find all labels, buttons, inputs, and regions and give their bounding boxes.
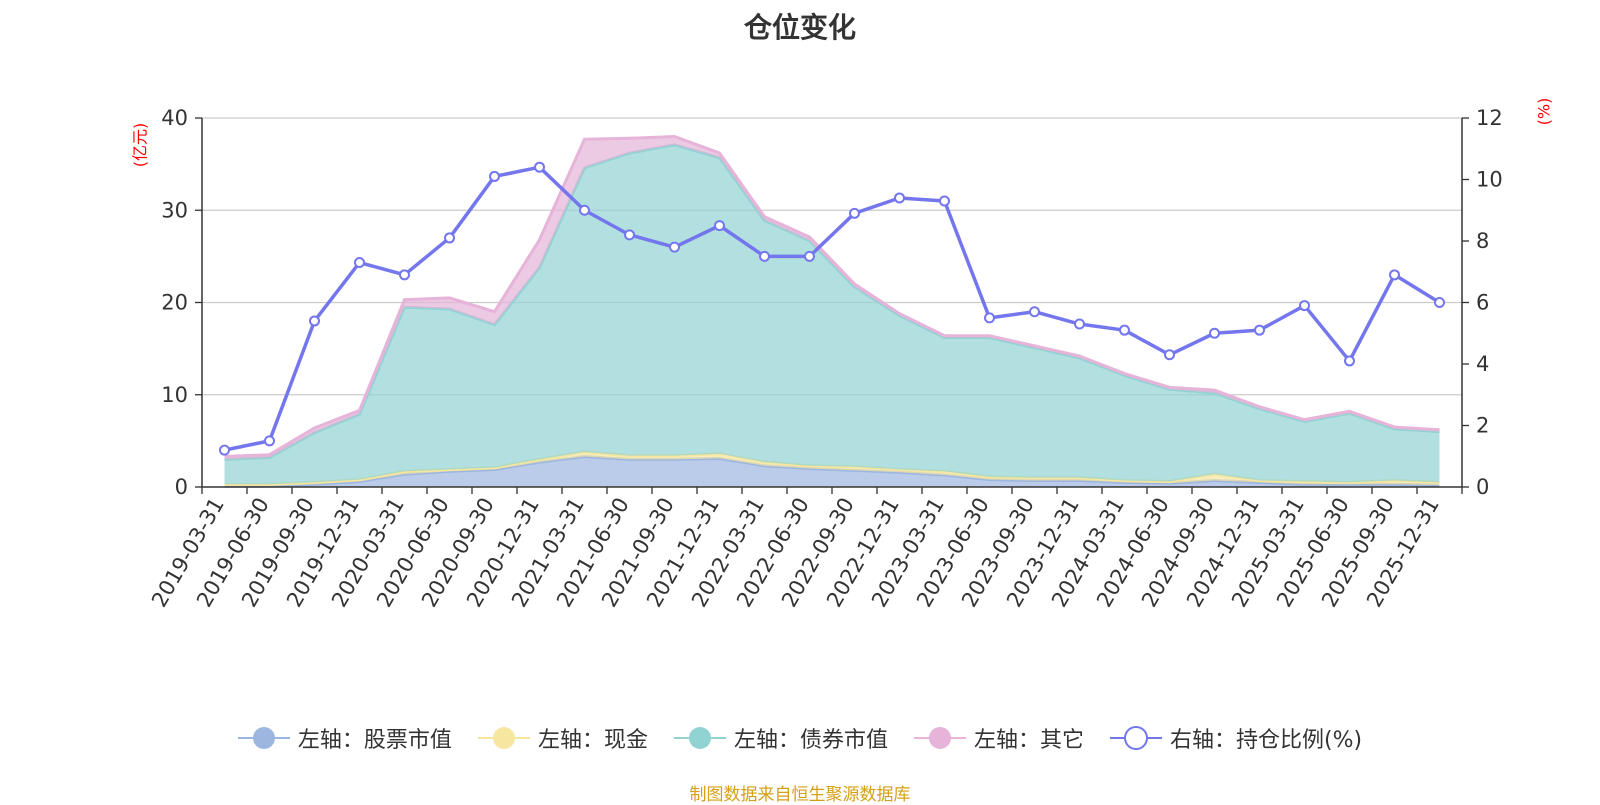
area-series-2 <box>224 144 1440 485</box>
ratio-point-11 <box>714 220 725 232</box>
right-axis-tick-label-1: 2 <box>1476 414 1489 438</box>
chart-title: 仓位变化 <box>743 11 856 44</box>
ratio-point-9 <box>624 229 635 241</box>
area-series-1 <box>224 451 1440 487</box>
ratio-point-19 <box>1074 318 1085 330</box>
ratio-point-27 <box>1434 297 1445 308</box>
right-axis-tick-label-2: 4 <box>1476 352 1489 376</box>
legend-item-cash[interactable]: 左轴：现金 <box>477 722 648 754</box>
left-axis-tick-label-2: 20 <box>161 291 188 315</box>
area-edge-series-3 <box>224 134 1440 459</box>
right-axis-tick-label-3: 6 <box>1476 291 1489 315</box>
left-axis-tick-label-3: 30 <box>161 198 188 222</box>
legend-label-other: 左轴：其它 <box>973 728 1084 753</box>
data-source-note: 制图数据来自恒生聚源数据库 <box>689 785 911 805</box>
legend-item-stock[interactable]: 左轴：股票市值 <box>237 722 452 754</box>
left-axis-tick-label-4: 40 <box>161 106 188 130</box>
area-edge-series-0 <box>224 455 1440 488</box>
stacked-areas <box>224 134 1440 488</box>
ratio-line <box>219 161 1445 456</box>
legend-item-bond[interactable]: 左轴：债券市值 <box>673 722 888 754</box>
ratio-point-21 <box>1164 349 1175 361</box>
ratio-point-4 <box>399 269 410 281</box>
ratio-point-3 <box>354 257 365 269</box>
ratio-point-13 <box>804 250 815 262</box>
legend-cash-icon <box>477 727 530 749</box>
left-axis-tick-label-0: 0 <box>175 475 188 499</box>
ratio-point-16 <box>939 195 950 207</box>
ratio-point-23 <box>1254 324 1265 336</box>
legend-bond-icon <box>673 727 726 749</box>
ratio-point-10 <box>669 241 680 253</box>
legend-label-stock: 左轴：股票市值 <box>297 728 452 753</box>
right-axis-tick-label-0: 0 <box>1476 475 1489 499</box>
ratio-point-18 <box>1029 306 1040 318</box>
area-edge-series-1 <box>224 450 1440 486</box>
ratio-point-15 <box>894 192 905 204</box>
legend-ratio-icon <box>1109 726 1162 750</box>
ratio-point-2 <box>309 315 320 327</box>
right-axis-tick-label-4: 8 <box>1476 229 1489 253</box>
ratio-point-14 <box>849 207 860 219</box>
ratio-point-1 <box>264 435 275 447</box>
ratio-point-24 <box>1299 300 1310 312</box>
ratio-point-20 <box>1119 324 1130 336</box>
ratio-point-7 <box>534 161 545 173</box>
legend-other-icon <box>913 727 966 749</box>
ratio-point-0 <box>219 444 230 456</box>
ratio-point-26 <box>1389 269 1400 281</box>
legend-stock-icon <box>237 727 290 749</box>
ratio-point-22 <box>1209 327 1220 339</box>
legend-label-cash: 左轴：现金 <box>537 728 648 753</box>
ratio-point-12 <box>759 250 770 262</box>
ratio-point-8 <box>579 204 590 216</box>
legend-label-ratio: 右轴：持仓比例(%) <box>1169 728 1363 753</box>
legend-item-ratio[interactable]: 右轴：持仓比例(%) <box>1109 722 1363 754</box>
legend-item-other[interactable]: 左轴：其它 <box>913 722 1084 754</box>
legend: 左轴：股票市值 左轴：现金 左轴：债券市值 左轴：其它 右轴：持仓比例(%) <box>0 722 1600 754</box>
ratio-point-25 <box>1344 355 1355 367</box>
ratio-point-5 <box>444 232 455 244</box>
ratio-line-path <box>224 165 1441 452</box>
ratio-point-6 <box>489 170 500 182</box>
right-axis-tick-label-5: 10 <box>1476 168 1503 192</box>
left-axis-tick-label-1: 10 <box>161 383 188 407</box>
area-series-3 <box>224 136 1440 460</box>
right-axis-tick-label-6: 12 <box>1476 106 1503 130</box>
ratio-point-17 <box>984 312 995 324</box>
legend-label-bond: 左轴：债券市值 <box>733 728 888 753</box>
